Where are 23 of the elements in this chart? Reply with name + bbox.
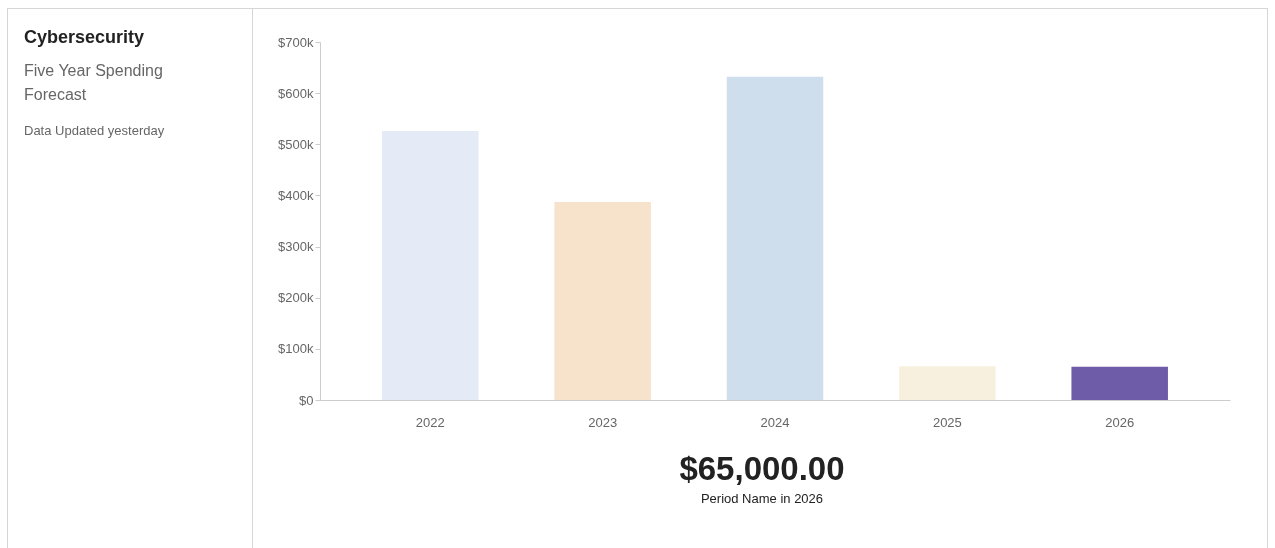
text: Five Year Spending Forecast	[24, 61, 164, 105]
y-tick-label: $100k	[278, 341, 314, 357]
x-tick-label: 2024	[760, 414, 790, 430]
text: $65,000.00	[678, 450, 846, 488]
bar	[1071, 366, 1168, 400]
text: Data Updated yesterday	[24, 123, 165, 138]
text: Period Name in 2026	[699, 491, 825, 506]
y-tick-label: $700k	[278, 34, 314, 50]
y-tick-label: $600k	[278, 85, 314, 101]
bar	[382, 130, 479, 400]
y-tick-label: $500k	[278, 136, 314, 152]
x-tick-label: 2022	[415, 414, 445, 430]
x-tick-label: 2025	[932, 414, 962, 430]
bar	[726, 76, 824, 400]
y-tick-label: $0	[299, 392, 314, 408]
y-tick-label: $200k	[278, 290, 314, 306]
x-tick-label: 2026	[1105, 414, 1135, 430]
bar	[899, 366, 996, 400]
text: Cybersecurity	[24, 27, 145, 48]
y-tick-label: $400k	[278, 187, 314, 203]
bar	[554, 202, 651, 400]
y-tick-label: $300k	[278, 239, 314, 255]
x-tick-label: 2023	[588, 414, 618, 430]
